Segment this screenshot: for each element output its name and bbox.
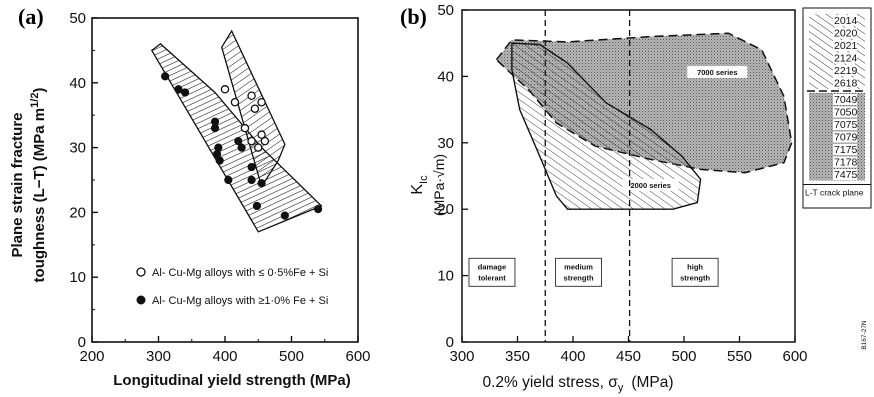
x-tick-label-b: 350 [505,348,530,365]
legend-item-2000: 2021 [834,40,858,52]
legend-item-7000: 7075 [834,119,858,131]
point-low-fe [231,99,238,106]
x-tick-label-b: 500 [671,348,696,365]
x-tick-label-b: 600 [782,348,807,365]
point-high-fe [211,125,218,132]
point-low-fe [258,99,265,106]
y-tick-label-b: 30 [437,135,454,152]
legend-label-a: Al- Cu-Mg alloys with ≤ 0·5%Fe + Si [152,267,328,279]
legend-item-2000: 2219 [834,65,858,77]
panel-b-ylabel: KIc [409,175,430,195]
legend-item-7000: 7079 [834,132,858,144]
legend-marker-a [137,296,145,304]
point-high-fe [215,144,222,151]
y-tick-label-b: 50 [437,2,454,19]
legend-footer: L-T crack plane [805,188,864,198]
zone-label: strength [680,273,710,282]
y-tick-label-a: 40 [69,75,86,92]
legend-item-2000: 2618 [834,78,858,90]
x-tick-label-a: 300 [146,348,171,365]
legend-item-2000: 2124 [834,53,858,65]
point-low-fe [251,105,258,112]
y-tick-label-a: 50 [69,10,86,27]
zone-label: high [687,262,703,271]
legend-item-2000: 2020 [834,28,858,40]
y-tick-label-a: 10 [69,269,86,286]
y-tick-label-a: 0 [78,334,86,351]
x-tick-label-b: 550 [727,348,752,365]
point-high-fe [281,212,288,219]
zone-label: tolerant [478,273,506,282]
zone-label: medium [564,262,593,271]
x-tick-label-a: 400 [212,348,237,365]
point-high-fe [162,73,169,80]
point-high-fe [238,144,245,151]
point-low-fe [261,138,268,145]
point-low-fe [248,92,255,99]
point-low-fe [255,144,262,151]
panel-a-label: (a) [18,4,44,29]
region-label-2000: 2000 series [630,181,670,190]
point-high-fe [258,180,265,187]
y-tick-label-b: 20 [437,201,454,218]
point-low-fe [221,86,228,93]
y-tick-label-a: 30 [69,140,86,157]
point-low-fe [241,125,248,132]
legend-item-2000: 2014 [834,15,858,27]
point-high-fe [175,86,182,93]
point-high-fe [182,89,189,96]
legend-item-7000: 7475 [834,169,858,181]
y-tick-label-b: 0 [446,334,454,351]
legend-label-a: Al- Cu-Mg alloys with ≥1·0% Fe + Si [152,295,328,307]
point-high-fe [248,176,255,183]
y-tick-label-b: 40 [437,68,454,85]
x-tick-label-b: 400 [560,348,585,365]
panel-a-ylabel-line2: toughness (L−T) (MPa m1/2) [29,88,48,283]
x-tick-label-a: 600 [345,348,370,365]
point-high-fe [225,176,232,183]
legend-marker-a [137,268,145,276]
panel-a-ylabel-line1: Plane strain fracture [9,112,26,257]
y-tick-label-b: 10 [437,268,454,285]
legend-item-7000: 7050 [834,107,858,119]
region-label-7000: 7000 series [697,68,737,77]
point-high-fe [253,202,260,209]
zone-label: damage [478,262,506,271]
panel-a: (a) Plane strain fracture toughness (L−T… [9,4,371,389]
point-low-fe [248,138,255,145]
point-high-fe [315,206,322,213]
zone-label: strength [564,273,594,282]
legend-item-7000: 7178 [834,157,858,169]
x-tick-label-b: 450 [616,348,641,365]
panel-b: (b) KIc (MPa·√m) 0.2% yield stress, σy (M… [400,2,808,394]
panel-b-xlabel: 0.2% yield stress, σy (MPa) [482,374,673,394]
legend-item-7000: 7049 [834,94,858,106]
panel-b-label: (b) [400,4,427,29]
point-high-fe [216,157,223,164]
legend-item-7000: 7175 [834,144,858,156]
y-tick-label-a: 20 [69,204,86,221]
panel-a-xlabel: Longitudinal yield strength (MPa) [113,372,351,389]
x-tick-label-a: 500 [279,348,304,365]
point-high-fe [248,163,255,170]
side-note: B167-27N [861,320,868,350]
